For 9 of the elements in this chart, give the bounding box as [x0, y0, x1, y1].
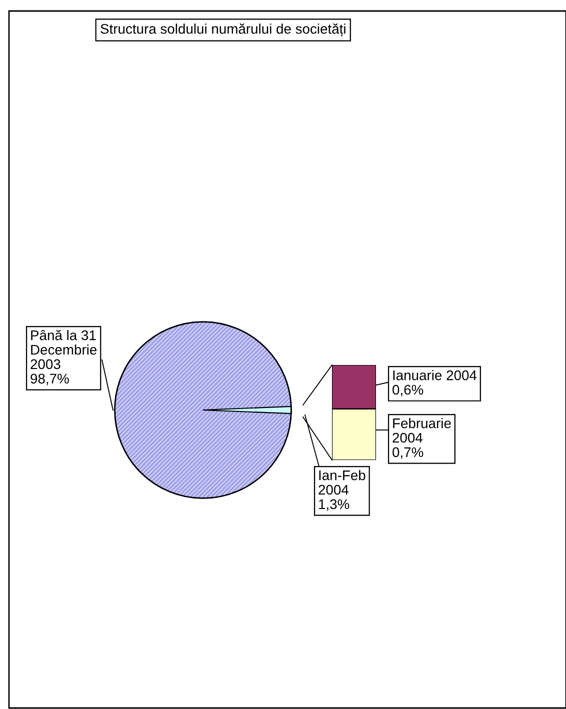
data-label: 98,7%	[30, 374, 69, 386]
slice-label: Până la 31 Decembrie 2003	[30, 330, 97, 370]
data-label: 0,7%	[392, 447, 424, 459]
chart-title: Structura soldului numărului de societăți	[100, 23, 346, 37]
series-label: Februarie 2004	[392, 418, 451, 443]
data-label: 0,6%	[392, 384, 424, 396]
data-label: 1,3%	[319, 499, 350, 511]
slice-label: Ian-Feb 2004	[318, 470, 366, 495]
series-label: Ianuarie 2004	[393, 370, 477, 380]
